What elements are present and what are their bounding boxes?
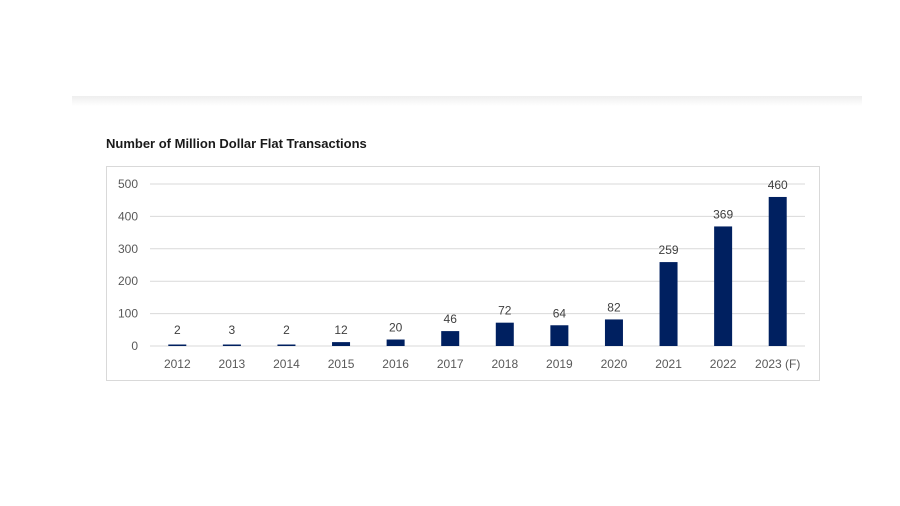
x-tick-label: 2020	[601, 357, 628, 371]
y-tick-label: 300	[118, 242, 138, 256]
bar	[659, 262, 678, 346]
data-label: 20	[389, 321, 403, 335]
bar	[768, 196, 787, 346]
data-label: 2	[174, 323, 181, 337]
gridlines	[150, 183, 805, 347]
data-label: 460	[768, 178, 788, 192]
x-tick-label: 2023 (F)	[755, 357, 800, 371]
x-tick-label: 2015	[328, 357, 355, 371]
data-label: 72	[498, 304, 512, 318]
chart-title: Number of Million Dollar Flat Transactio…	[106, 136, 367, 151]
data-label: 369	[713, 207, 733, 221]
x-tick-label: 2014	[273, 357, 300, 371]
y-tick-label: 500	[118, 177, 138, 191]
x-axis-ticks: 2012 2013 2014 2015 2016 2017 2018 2019 2020 2021…	[164, 357, 800, 371]
x-tick-label: 2018	[491, 357, 518, 371]
x-tick-label: 2022	[710, 357, 737, 371]
data-labels: 2 3 2 12 20 46 72 64 82 259 369 460	[174, 178, 788, 337]
y-tick-label: 200	[118, 274, 138, 288]
bar	[277, 344, 296, 346]
data-label: 259	[659, 243, 679, 257]
bar	[332, 342, 351, 346]
data-label: 82	[607, 300, 621, 314]
x-tick-label: 2017	[437, 357, 464, 371]
bar	[168, 344, 187, 346]
x-tick-label: 2013	[219, 357, 246, 371]
bar	[441, 331, 460, 346]
bar	[495, 322, 514, 346]
y-axis-ticks: 0 100 200 300 400 500	[118, 177, 138, 353]
bar	[550, 325, 569, 346]
x-tick-label: 2019	[546, 357, 573, 371]
top-shadow-band	[72, 96, 862, 106]
y-tick-label: 100	[118, 307, 138, 321]
bar	[222, 344, 241, 346]
data-label: 12	[334, 323, 348, 337]
y-tick-label: 400	[118, 209, 138, 223]
data-label: 3	[229, 323, 236, 337]
x-tick-label: 2016	[382, 357, 409, 371]
chart-frame	[106, 166, 820, 381]
data-label: 46	[444, 312, 458, 326]
data-label: 2	[283, 323, 290, 337]
bar	[604, 319, 623, 346]
bar	[386, 339, 405, 346]
y-tick-label: 0	[131, 339, 138, 353]
x-tick-label: 2021	[655, 357, 682, 371]
bar	[714, 226, 733, 346]
data-label: 64	[553, 306, 567, 320]
bars	[168, 196, 787, 346]
x-tick-label: 2012	[164, 357, 191, 371]
